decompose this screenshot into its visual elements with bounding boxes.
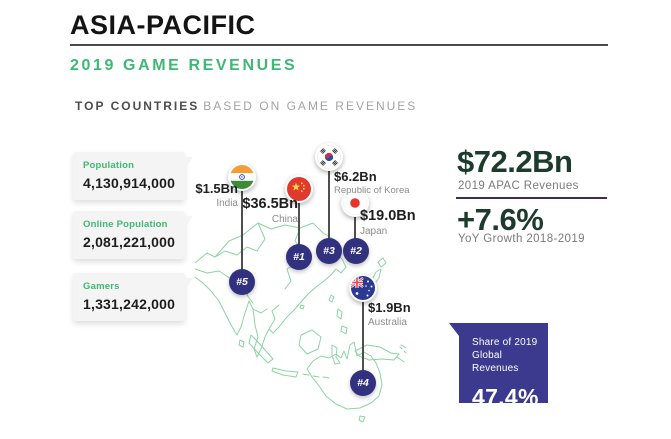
global-share-label-line1: Share of 2019	[472, 337, 538, 348]
population-stat-card: Population 4,130,914,000	[73, 152, 193, 200]
apac-revenue-label: 2019 APAC Revenues	[458, 180, 579, 192]
yoy-growth-value: +7.6%	[457, 202, 544, 237]
stat-card-tail	[185, 216, 193, 228]
japan-rank-badge: #2	[343, 238, 369, 264]
india-rank-badge: #5	[229, 269, 255, 295]
korea-connector-line	[328, 159, 330, 252]
title-divider	[70, 44, 608, 46]
china-flag-icon	[285, 175, 313, 203]
stat-card-tail	[185, 157, 193, 169]
section-heading-bold: TOP COUNTRIES	[75, 99, 200, 113]
south-korea-flag-icon	[315, 143, 343, 171]
japan-name: Japan	[360, 225, 388, 237]
apac-revenue-value: $72.2Bn	[457, 144, 573, 179]
page-title: ASIA-PACIFIC	[70, 10, 256, 40]
global-share-label-line2: Global Revenues	[472, 350, 519, 374]
china-name: China	[271, 213, 298, 225]
gamers-label: Gamers	[83, 281, 120, 292]
india-label: $1.5Bn India	[168, 181, 238, 209]
india-revenue: $1.5Bn	[195, 181, 238, 196]
china-rank-badge: #1	[286, 244, 312, 270]
yoy-growth-label: YoY Growth 2018-2019	[458, 233, 585, 245]
australia-label: $1.9Bn Australia	[368, 300, 438, 328]
section-heading: TOP COUNTRIES BASED ON GAME REVENUES	[75, 99, 417, 113]
korea-label: $6.2Bn Republic of Korea	[334, 169, 424, 197]
korea-rank-badge: #3	[316, 238, 342, 264]
population-value: 4,130,914,000	[83, 175, 176, 191]
australia-flag-icon	[349, 274, 377, 302]
online-population-value: 2,081,221,000	[83, 234, 176, 250]
subtitle: 2019 GAME REVENUES	[70, 57, 298, 74]
australia-connector-line	[362, 290, 364, 383]
india-name: India	[216, 197, 238, 209]
australia-name: Australia	[368, 316, 407, 328]
japan-revenue: $19.0Bn	[360, 208, 416, 224]
summary-divider	[456, 197, 607, 199]
india-flag-icon	[228, 163, 256, 191]
gamers-value: 1,331,242,000	[83, 296, 176, 312]
japan-connector-line	[354, 205, 356, 252]
china-label: $36.5Bn China	[230, 196, 298, 225]
india-connector-line	[241, 179, 243, 283]
section-heading-rest: BASED ON GAME REVENUES	[203, 99, 418, 113]
gamers-stat-card: Gamers 1,331,242,000	[73, 273, 193, 321]
australia-revenue: $1.9Bn	[368, 300, 411, 315]
global-share-card: Share of 2019 Global Revenues 47.4%	[449, 323, 548, 410]
china-connector-line	[298, 191, 300, 258]
global-share-card-tail	[449, 323, 459, 336]
china-revenue: $36.5Bn	[242, 196, 298, 212]
japan-flag-icon	[341, 189, 369, 217]
stat-card-tail	[185, 278, 193, 290]
online-population-label: Online Population	[83, 219, 168, 230]
australia-rank-badge: #4	[350, 370, 376, 396]
korea-revenue: $6.2Bn	[334, 169, 377, 184]
korea-name: Republic of Korea	[334, 184, 410, 196]
global-share-value: 47.4%	[472, 384, 539, 410]
online-population-stat-card: Online Population 2,081,221,000	[73, 211, 193, 259]
population-label: Population	[83, 160, 135, 171]
japan-label: $19.0Bn Japan	[360, 208, 430, 237]
